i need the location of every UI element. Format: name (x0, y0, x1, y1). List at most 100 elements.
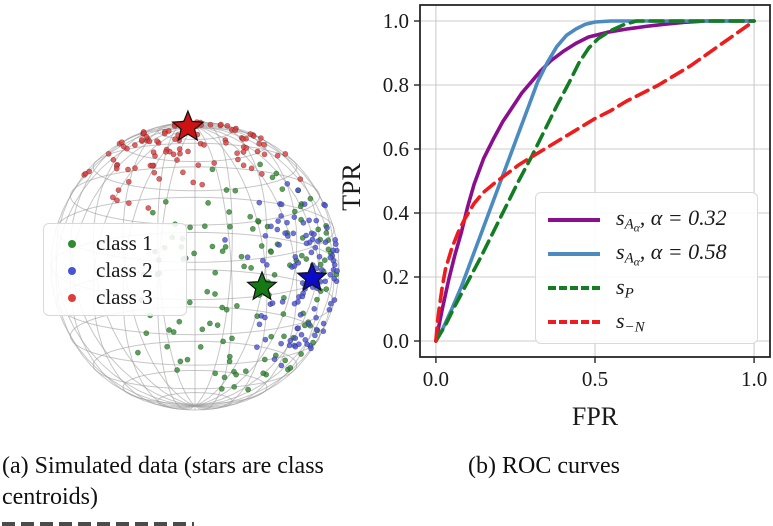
data-point (279, 186, 286, 192)
data-point (295, 187, 301, 194)
data-point (298, 331, 305, 338)
data-point (242, 368, 249, 375)
data-point (212, 370, 219, 377)
data-point (199, 326, 206, 333)
data-point (262, 232, 269, 239)
data-point (278, 340, 284, 347)
data-point (220, 338, 226, 345)
data-point (219, 248, 226, 255)
data-point (240, 149, 247, 155)
data-point (322, 202, 329, 209)
legend-item: sP (548, 271, 757, 305)
data-point (313, 217, 320, 224)
data-point (314, 238, 321, 245)
x-tick-label: 0.0 (423, 367, 449, 391)
roc-curve (434, 19, 756, 343)
data-point (223, 306, 230, 313)
legend-line-sample-icon (548, 218, 600, 222)
data-point (132, 142, 138, 148)
legend-item: sAα, α = 0.32 (548, 203, 757, 237)
ticks (414, 20, 755, 363)
data-point (284, 233, 291, 239)
data-point (149, 162, 156, 169)
data-point (234, 156, 241, 163)
data-point (229, 335, 235, 342)
legend-label: sP (616, 273, 634, 302)
data-point (282, 151, 289, 157)
x-axis-label: FPR (572, 402, 619, 431)
data-point (301, 201, 308, 207)
legend-item: s−N (548, 305, 757, 339)
data-point (261, 314, 268, 321)
legend-marker-icon (68, 239, 76, 248)
data-point (241, 263, 247, 270)
scatter-class-3 (81, 119, 304, 211)
data-point (245, 386, 251, 393)
data-point (298, 252, 305, 259)
data-point (146, 138, 153, 145)
data-point (295, 259, 302, 266)
data-point (226, 358, 233, 365)
data-point (259, 257, 266, 264)
y-tick-label: 0.0 (383, 329, 409, 353)
data-point (143, 133, 150, 140)
data-point (287, 337, 294, 344)
legend-label: sAα, α = 0.32 (616, 205, 727, 235)
data-point (226, 353, 233, 360)
data-point (322, 278, 329, 285)
data-point (298, 351, 304, 357)
data-point (308, 249, 315, 256)
data-point (201, 223, 208, 230)
data-point (263, 261, 270, 268)
data-point (292, 335, 299, 342)
data-point (303, 240, 310, 247)
data-point (125, 200, 132, 206)
data-point (232, 127, 239, 134)
data-point (239, 136, 246, 142)
data-point (222, 243, 229, 250)
data-point (256, 140, 263, 147)
data-point (238, 253, 245, 260)
data-point (227, 223, 233, 230)
data-point (174, 157, 180, 163)
data-point (311, 305, 318, 312)
legend-marker-icon (68, 293, 76, 302)
data-point (179, 169, 186, 176)
data-point (231, 383, 238, 390)
y-tick-label: 0.2 (383, 265, 409, 289)
centroid-star-class-3 (171, 109, 205, 142)
data-point (279, 298, 286, 305)
data-point (303, 232, 309, 239)
data-point (161, 130, 168, 137)
data-point (258, 243, 265, 249)
data-point (86, 168, 93, 175)
data-point (151, 169, 158, 176)
data-point (291, 214, 298, 220)
y-tick-label: 1.0 (383, 9, 409, 33)
data-point (303, 256, 310, 262)
data-point (233, 371, 239, 378)
cropped-text-artifact (2, 522, 194, 526)
data-point (290, 230, 297, 237)
data-point (244, 254, 251, 260)
data-point (207, 121, 214, 128)
data-point (317, 261, 324, 268)
legend-item: class 3 (60, 284, 186, 311)
data-point (308, 345, 314, 352)
data-point (218, 385, 225, 392)
data-point (247, 213, 254, 220)
data-point (281, 333, 287, 340)
x-tick-label: 1.0 (741, 367, 767, 391)
data-point (209, 166, 216, 173)
centroid-star-class-2 (296, 261, 328, 292)
data-point (268, 333, 275, 340)
data-point (199, 181, 206, 188)
data-point (110, 156, 117, 163)
data-point (291, 208, 298, 215)
data-point (273, 170, 280, 177)
legend-item: class 2 (60, 257, 186, 284)
data-point (212, 269, 219, 276)
data-point (304, 341, 310, 348)
data-point (310, 339, 316, 346)
data-point (330, 247, 336, 254)
